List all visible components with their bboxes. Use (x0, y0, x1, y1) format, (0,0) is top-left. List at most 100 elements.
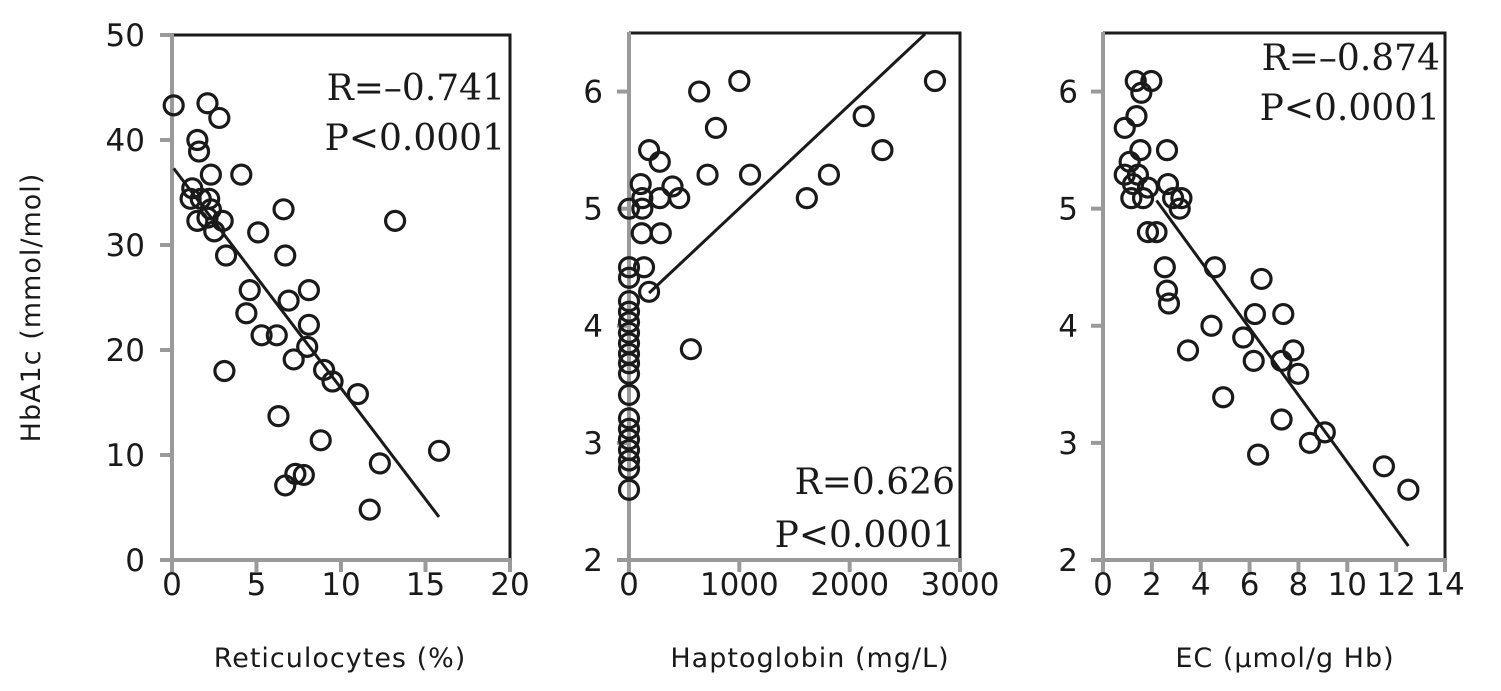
data-point (617, 266, 641, 289)
chart-panel-2: 2 3 4 5 6 0 1000 2000 3000 R=0.626 P<0.0001 Haptogl… (583, 31, 1000, 674)
x-tick-label: 15 (406, 567, 445, 603)
data-point (617, 428, 641, 451)
data-point (1129, 139, 1152, 162)
x-tick-label: 10 (321, 567, 360, 603)
x-tick-label: 0 (619, 567, 639, 603)
data-point (704, 116, 728, 139)
data-point (346, 383, 369, 406)
data-point (208, 106, 231, 130)
data-point (321, 370, 344, 393)
data-point (1155, 279, 1179, 302)
data-point (383, 209, 407, 232)
y-tick-label: 10 (106, 438, 145, 474)
data-point (274, 244, 297, 267)
data-point (214, 244, 238, 267)
data-point (1250, 267, 1273, 291)
data-point (309, 429, 332, 452)
x-tick-label: 0 (1093, 567, 1113, 603)
y-tick-label: 3 (583, 426, 603, 462)
x-tick-label: 8 (1289, 567, 1309, 603)
data-point (1212, 386, 1235, 409)
data-point (648, 150, 671, 173)
data-point (368, 452, 391, 475)
data-point (1282, 339, 1305, 362)
data-point (1287, 362, 1310, 385)
data-point (1130, 81, 1153, 104)
data-point (1313, 421, 1336, 444)
data-point (817, 163, 841, 186)
data-point (230, 163, 253, 186)
data-point (1272, 302, 1295, 326)
y-tick-label: 3 (1058, 426, 1078, 462)
data-point (162, 94, 185, 117)
data-point (250, 324, 273, 347)
data-point (679, 338, 702, 361)
data-point (1156, 172, 1180, 196)
y-tick-label: 5 (1058, 192, 1078, 228)
data-point (187, 140, 211, 163)
data-point (358, 498, 381, 521)
data-point (668, 187, 691, 210)
data-point (630, 222, 653, 245)
data-point (267, 405, 290, 428)
data-point (1113, 116, 1136, 139)
y-tick-label: 0 (125, 543, 145, 579)
data-point (1124, 69, 1147, 93)
data-point (247, 221, 270, 244)
data-point (1270, 408, 1293, 431)
y-tick-label: 30 (106, 228, 145, 264)
data-point (1247, 443, 1270, 466)
data-point (795, 187, 818, 210)
data-point (617, 197, 641, 220)
data-point (852, 105, 875, 128)
data-point (1136, 176, 1160, 199)
plot-frame (1103, 31, 1447, 560)
data-point (617, 321, 641, 344)
y-tick-label: 6 (1058, 75, 1078, 111)
x-tick-label: 12 (1376, 567, 1415, 603)
y-tick-label: 4 (583, 309, 603, 345)
y-tick-label: 50 (106, 18, 145, 54)
data-point (1397, 478, 1420, 501)
data-point (738, 163, 762, 186)
data-point (632, 256, 656, 279)
x-tick-label: 2 (1142, 567, 1162, 603)
data-point (1298, 431, 1322, 454)
data-point (617, 362, 641, 385)
p-value-label: P<0.0001 (325, 118, 505, 159)
regression-line (648, 33, 926, 295)
data-point (282, 348, 305, 371)
x-axis-title: EC (µmol/g Hb) (1175, 643, 1394, 674)
data-point (1120, 187, 1143, 210)
data-point (292, 463, 315, 487)
data-point (277, 289, 300, 312)
y-tick-label: 5 (583, 192, 603, 228)
data-point (1270, 349, 1293, 373)
data-point (1243, 302, 1267, 326)
data-point (297, 313, 320, 336)
data-point (1232, 326, 1255, 349)
data-point (1136, 220, 1160, 244)
data-point (1153, 256, 1176, 279)
data-point (649, 222, 672, 245)
y-tick-label: 6 (583, 75, 603, 111)
x-tick-label: 3000 (921, 567, 1000, 603)
y-tick-label: 4 (1058, 309, 1078, 345)
data-point (1242, 349, 1265, 373)
data-point (1168, 197, 1191, 220)
y-tick-label: 2 (1058, 543, 1078, 579)
x-tick-label: 0 (162, 567, 182, 603)
data-point (265, 324, 288, 347)
data-point (213, 359, 236, 383)
p-value-label: P<0.0001 (1260, 88, 1440, 129)
data-point (637, 280, 661, 303)
data-point (196, 92, 219, 115)
data-point (199, 163, 222, 186)
correlation-r-label: R=0.626 (795, 462, 955, 503)
data-point (1176, 339, 1200, 362)
y-axis-title: HbA1c (mmol/mol) (16, 173, 47, 443)
x-tick-label: 1000 (700, 567, 779, 603)
x-tick-label: 6 (1240, 567, 1260, 603)
